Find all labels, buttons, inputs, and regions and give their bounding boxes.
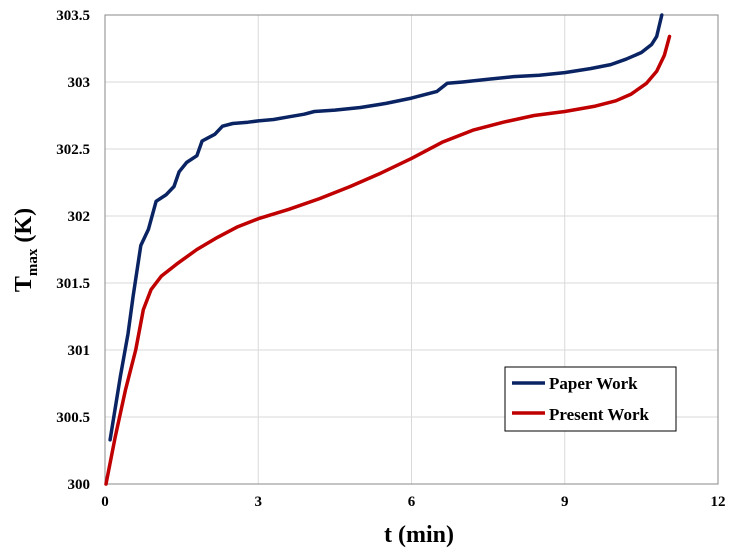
series-line-present-work	[104, 34, 672, 486]
y-tick-label: 300.5	[56, 410, 90, 426]
y-tick-label: 301.5	[56, 276, 90, 292]
series-line-paper-work	[108, 13, 664, 442]
legend: Paper Work Present Work	[504, 366, 677, 432]
x-tick-label: 12	[711, 494, 726, 510]
y-tick-label: 303	[68, 75, 91, 91]
legend-label-present-work: Present Work	[549, 405, 649, 424]
legend-label-paper-work: Paper Work	[549, 374, 638, 393]
y-tick-label: 302.5	[56, 142, 90, 158]
x-tick-label: 3	[255, 494, 263, 510]
series-lines	[104, 13, 672, 486]
y-tick-label: 302	[68, 209, 91, 225]
y-axis-title-base: T	[11, 276, 37, 292]
axis-tick-labels: 0 3 6 9 12 300 300.5 301 301.5 302 302.5 303 303.5	[56, 8, 725, 510]
y-axis-title-subscript: max	[25, 248, 41, 276]
y-tick-label: 303.5	[56, 8, 90, 24]
y-tick-label: 300	[68, 477, 91, 493]
y-axis-title-unit: (K)	[11, 208, 37, 249]
plot-area-frame	[104, 14, 719, 485]
x-tick-label: 9	[561, 494, 569, 510]
x-axis-title: t (min)	[384, 522, 454, 548]
x-tick-label: 0	[101, 494, 109, 510]
y-tick-label: 301	[68, 343, 91, 359]
legend-box	[504, 366, 677, 432]
gridlines	[105, 15, 718, 484]
x-tick-label: 6	[408, 494, 416, 510]
y-axis-title: Tmax (K)	[11, 208, 41, 292]
